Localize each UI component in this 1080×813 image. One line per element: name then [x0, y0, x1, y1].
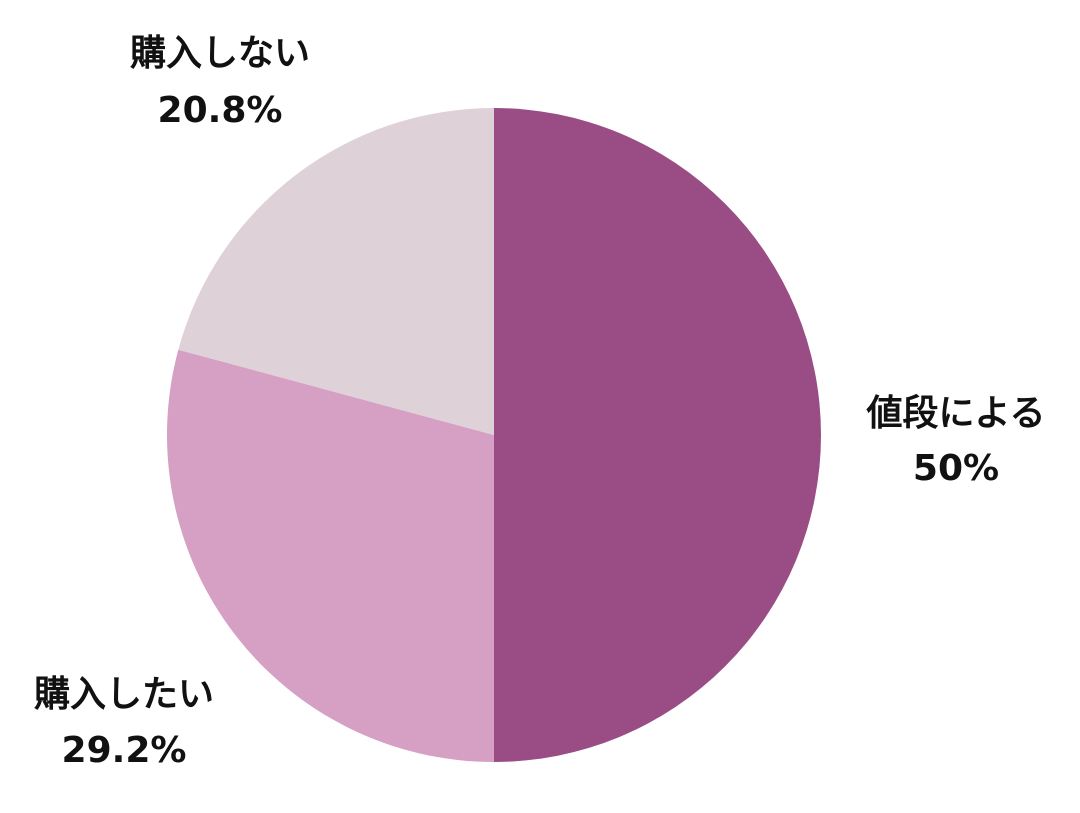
slice-value-label-3: 20.8%: [158, 90, 283, 131]
slice-label-2: 購入したい: [34, 674, 214, 715]
pie-slice-2: [166, 349, 494, 762]
slice-label-3: 購入しない: [130, 33, 310, 74]
pie-slice-1: [494, 108, 821, 762]
pie-slice-3: [178, 107, 494, 436]
pie-slices: [166, 107, 821, 762]
slice-value-label-1: 50%: [913, 448, 999, 489]
slice-labels: 値段による 50% 購入したい 29.2% 購入しない 20.8%: [34, 33, 1045, 771]
slice-label-1: 値段による: [866, 393, 1046, 434]
slice-value-label-2: 29.2%: [62, 730, 187, 771]
